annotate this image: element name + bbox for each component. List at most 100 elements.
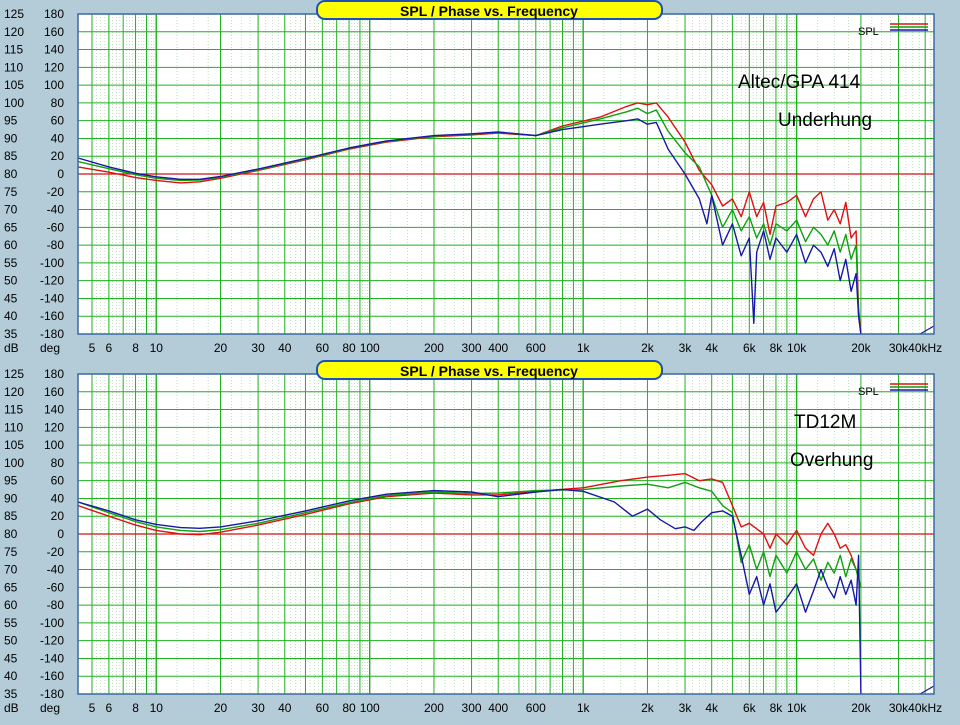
x-tick-label: 200 [424,701,444,715]
x-tick-label: 30 [251,341,265,355]
y-unit-left-label: dB [4,341,19,355]
x-tick-label: 10k [787,341,807,355]
spl-tick-label: 50 [4,634,18,648]
spl-tick-label: 105 [4,438,24,452]
chart-title-box [316,0,663,20]
annotation-line-1: TD12M [794,412,856,433]
spl-tick-label: 115 [4,403,23,417]
phase-tick-label: -160 [40,309,64,323]
series-line-3 [77,118,862,335]
chart-title: SPL / Phase vs. Frequency [400,363,578,379]
x-tick-label: 100 [360,341,380,355]
x-tick-label: 6k [743,341,757,355]
phase-tick-label: 100 [44,438,64,452]
x-tick-label: 300 [462,701,482,715]
x-tick-label: 40 [278,701,292,715]
spl-tick-label: 35 [4,687,18,701]
x-tick-label: 1k [577,701,591,715]
x-tick-label: 600 [526,341,546,355]
spl-tick-label: 85 [4,149,18,163]
phase-tick-label: 120 [44,60,64,74]
phase-tick-label: 20 [51,149,65,163]
x-tick-label: 4k [705,341,719,355]
corner-mark [919,685,935,695]
x-tick-label: 8 [132,701,139,715]
chart-title-box [316,360,663,380]
phase-tick-label: 120 [44,420,64,434]
x-tick-label: 2k [641,701,655,715]
spl-tick-label: 55 [4,256,18,270]
legend: SPL [858,23,928,38]
phase-tick-label: -160 [40,669,64,683]
phase-tick-label: -120 [40,274,64,288]
x-tick-label: 6k [743,701,757,715]
phase-tick-label: 140 [44,43,64,57]
x-tick-label: 8 [132,341,139,355]
spl-tick-label: 90 [4,131,18,145]
phase-tick-label: 180 [44,367,64,381]
x-tick-label: 60 [316,341,330,355]
spl-tick-label: 55 [4,616,18,630]
spl-tick-label: 40 [4,309,18,323]
phase-tick-label: -20 [47,185,65,199]
spl-tick-label: 120 [4,385,24,399]
spl-tick-label: 85 [4,509,18,523]
spl-tick-label: 125 [4,7,24,21]
corner-mark [919,325,935,335]
spl-tick-label: 75 [4,185,18,199]
x-tick-label: 20k [851,341,871,355]
phase-tick-label: 40 [51,131,65,145]
x-tick-label: 300 [462,341,482,355]
x-tick-label: 40kHz [908,341,942,355]
x-tick-label: 600 [526,701,546,715]
phase-tick-label: -100 [40,256,64,270]
phase-tick-label: -40 [47,563,65,577]
spl-tick-label: 35 [4,327,18,341]
phase-tick-label: 160 [44,385,64,399]
series-line-3 [77,488,862,695]
phase-tick-label: 140 [44,403,64,417]
legend: SPL [858,383,928,398]
spl-tick-label: 80 [4,167,18,181]
phase-tick-label: 80 [51,96,65,110]
x-tick-label: 4k [705,701,719,715]
x-tick-label: 8k [770,341,784,355]
x-tick-label: 30k [889,701,909,715]
spl-tick-label: 75 [4,545,18,559]
phase-tick-label: 60 [51,114,65,128]
spl-tick-label: 110 [4,420,23,434]
annotation-line-2: Underhung [778,110,872,131]
annotation-line-1: Altec/GPA 414 [738,72,861,93]
x-tick-label: 1k [577,341,591,355]
x-tick-label: 400 [488,701,508,715]
x-tick-label: 3k [679,341,693,355]
x-tick-label: 30k [889,341,909,355]
x-tick-label: 400 [488,341,508,355]
x-tick-label: 40 [278,341,292,355]
spl-tick-label: 100 [4,96,24,110]
x-tick-label: 40kHz [908,701,942,715]
phase-tick-label: -140 [40,651,64,665]
spl-tick-label: 120 [4,25,24,39]
spl-tick-label: 70 [4,203,18,217]
spl-tick-label: 65 [4,580,18,594]
phase-tick-label: 100 [44,78,64,92]
x-tick-label: 10k [787,701,807,715]
x-tick-label: 20 [214,701,228,715]
spl-tick-label: 50 [4,274,18,288]
y-unit-right-label: deg [40,341,60,355]
phase-tick-label: 180 [44,7,64,21]
x-tick-label: 100 [360,701,380,715]
x-tick-label: 10 [150,341,164,355]
spl-tick-label: 45 [4,291,18,305]
phase-tick-label: 40 [51,491,65,505]
y-unit-right-label: deg [40,701,60,715]
series-line-1 [77,472,862,588]
spl-tick-label: 110 [4,60,23,74]
phase-tick-label: 160 [44,25,64,39]
phase-tick-label: -80 [47,598,65,612]
phase-tick-label: -40 [47,203,65,217]
phase-tick-label: -60 [47,580,65,594]
